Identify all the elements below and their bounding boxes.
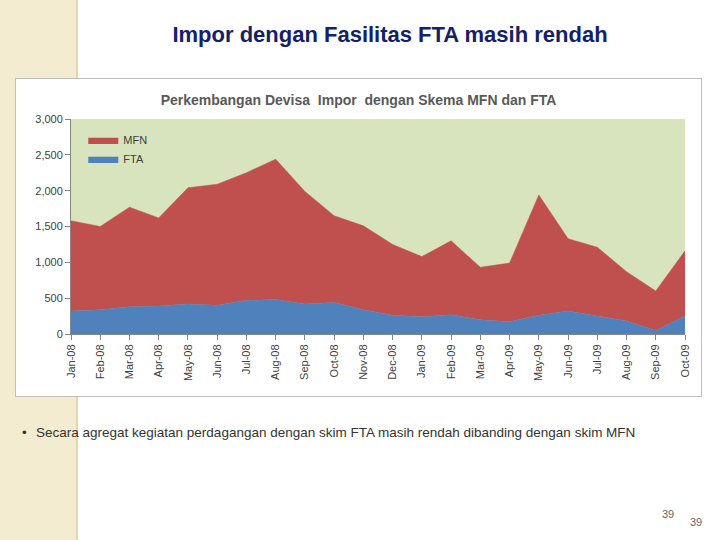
html-text:Impor dengan Fasilitas FTA mas: Impor dengan Fasilitas FTA masih rendah	[172, 22, 608, 47]
svg-text:MFN: MFN	[123, 134, 147, 146]
svg-text:Jul-08: Jul-08	[240, 344, 252, 374]
svg-text:Jun-09: Jun-09	[562, 344, 574, 378]
svg-text:Jul-09: Jul-09	[591, 344, 603, 374]
svg-text:Perkembangan Devisa Impor de: Perkembangan Devisa Impor dengan Skema M…	[161, 92, 557, 108]
svg-text:Mar-08: Mar-08	[123, 344, 135, 379]
svg-text:Apr-09: Apr-09	[503, 344, 515, 377]
html-text:Secara agregat kegiatan perdag: Secara agregat kegiatan perdagangan deng…	[36, 425, 636, 440]
svg-text:Sep-08: Sep-08	[298, 344, 310, 379]
svg-text:Aug-09: Aug-09	[620, 344, 632, 379]
svg-text:3,000: 3,000	[35, 113, 63, 125]
svg-text:Dec-08: Dec-08	[386, 344, 398, 379]
svg-text:Sep-09: Sep-09	[649, 344, 661, 379]
svg-text:1,000: 1,000	[35, 256, 63, 268]
svg-text:Jan-08: Jan-08	[65, 344, 77, 378]
svg-text:Oct-09: Oct-09	[679, 344, 691, 377]
svg-text:Nov-08: Nov-08	[357, 344, 369, 379]
svg-text:Jan-09: Jan-09	[415, 344, 427, 378]
svg-text:Apr-08: Apr-08	[152, 344, 164, 377]
svg-text:1,500: 1,500	[35, 220, 63, 232]
svg-text:Mar-09: Mar-09	[474, 344, 486, 379]
svg-text:May-09: May-09	[532, 344, 544, 381]
svg-text:Feb-08: Feb-08	[94, 344, 106, 379]
svg-text:Jun-08: Jun-08	[211, 344, 223, 378]
svg-text:FTA: FTA	[123, 153, 144, 165]
svg-text:May-08: May-08	[182, 344, 194, 381]
svg-text:2,000: 2,000	[35, 185, 63, 197]
svg-text:2,500: 2,500	[35, 149, 63, 161]
svg-text:Aug-08: Aug-08	[269, 344, 281, 379]
svg-text:0: 0	[57, 328, 63, 340]
svg-text:Feb-09: Feb-09	[445, 344, 457, 379]
html-text:39: 39	[662, 508, 675, 520]
svg-text:500: 500	[44, 292, 62, 304]
html-text:39: 39	[690, 516, 703, 528]
svg-text:Oct-08: Oct-08	[328, 344, 340, 377]
